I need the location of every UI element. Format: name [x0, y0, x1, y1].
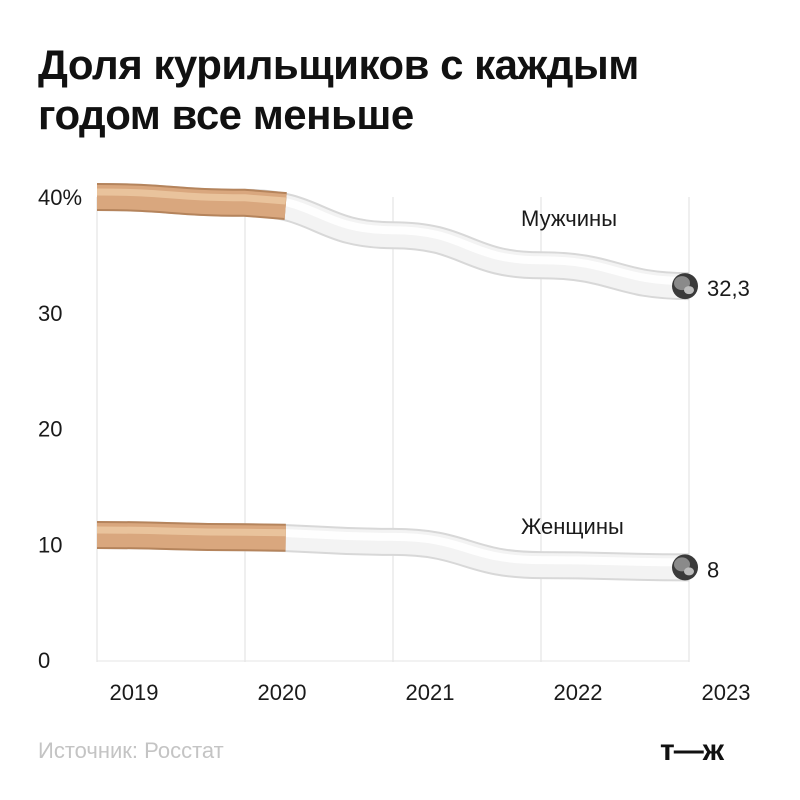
x-tick-label: 2023: [702, 680, 751, 705]
chart-title-line-2: годом все меньше: [38, 91, 414, 138]
series-1-end-value: 32,3: [707, 276, 750, 301]
cigarette-filter: [96, 522, 286, 550]
x-tick-label: 2019: [110, 680, 159, 705]
chart-title: Доля курильщиков с каждым годом все мень…: [38, 40, 738, 140]
series-1-cigarette: Мужчины 32,3: [96, 183, 750, 301]
y-tick-label: 0: [38, 648, 50, 673]
series-layer: Мужчины 32,3 Женщины 8: [96, 183, 750, 582]
x-tick-label: 2021: [406, 680, 455, 705]
cigarette-filter: [96, 185, 287, 218]
ash-flake: [684, 286, 694, 295]
publisher-logo: т—ж: [660, 734, 724, 767]
x-tick-label: 2022: [554, 680, 603, 705]
source-note: Источник: Росстат: [38, 738, 224, 763]
y-tick-label: 30: [38, 301, 62, 326]
y-tick-label: 10: [38, 532, 62, 557]
filter-highlight: [96, 188, 286, 205]
ash-flake: [674, 276, 690, 291]
series-2-cigarette: Женщины 8: [96, 514, 719, 582]
ash-flake: [684, 567, 694, 576]
series-2-end-value: 8: [707, 557, 719, 582]
filter-highlight: [96, 526, 286, 537]
x-axis: 2019 2020 2021 2022 2023: [110, 680, 751, 705]
series-2-label: Женщины: [521, 514, 624, 539]
chart-title-line-1: Доля курильщиков с каждым: [38, 41, 639, 88]
y-tick-label: 40%: [38, 185, 82, 210]
ash-flake: [674, 557, 690, 572]
x-tick-label: 2020: [258, 680, 307, 705]
y-axis: 0 10 20 30 40%: [38, 185, 82, 673]
series-1-label: Мужчины: [521, 206, 617, 231]
y-tick-label: 20: [38, 417, 62, 442]
